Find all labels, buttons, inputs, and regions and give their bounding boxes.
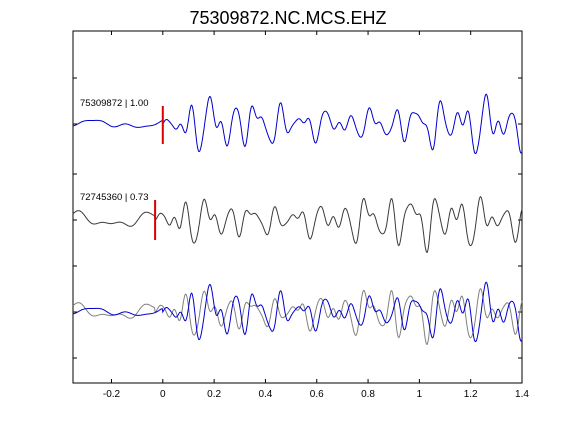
trace-2-line (72, 196, 523, 254)
chart-title: 75309872.NC.MCS.EHZ (189, 8, 387, 28)
plot-frame (72, 30, 523, 384)
trace-1-line (72, 93, 523, 154)
x-tick-label: 1.2 (464, 389, 478, 400)
trace-2-label: 72745360 | 0.73 (80, 192, 149, 203)
x-tick-label: -0.2 (103, 389, 121, 400)
traces: 75309872 | 1.00 72745360 | 0.73 (72, 93, 523, 346)
x-tick-label: 0 (160, 389, 166, 400)
x-tick-label: 1 (417, 389, 423, 400)
overlay-trace-1-line (72, 281, 523, 342)
overlay-trace-2-line (72, 288, 523, 346)
x-tick-label: 0.4 (258, 389, 272, 400)
trace-1-label: 75309872 | 1.00 (80, 98, 149, 109)
x-tick-label: 0.6 (310, 389, 324, 400)
x-tick-label: 0.2 (207, 389, 221, 400)
x-axis: -0.2 0 0.2 0.4 0.6 0.8 1 1.2 1.4 (103, 31, 529, 400)
x-tick-label: 1.4 (515, 389, 529, 400)
x-tick-label: 0.8 (361, 389, 375, 400)
